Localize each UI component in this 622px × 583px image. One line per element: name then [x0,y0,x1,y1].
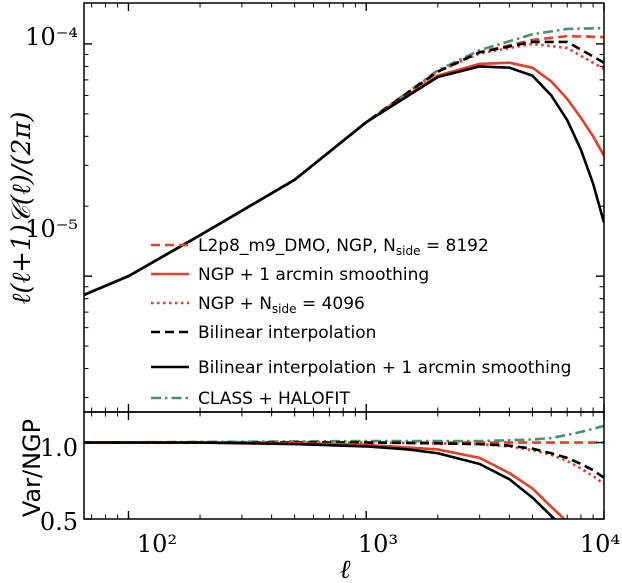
legend-label-ngp-8192: L2p8_m9_DMO, NGP, Nside = 8192 [198,236,489,258]
y-axis-label-ratio: Var/NGP [18,419,46,517]
ratio-series-ngp-1-arcmin-smoothing [84,441,566,519]
main-series-ngp-1-arcmin-smoothing [84,61,604,297]
ratio-series-bilinear-interpolation [84,441,604,479]
legend-label-class-halofit: CLASS + HALOFIT [198,389,350,409]
xtick-label-1e3: 10³ [358,530,398,558]
main-panel-frame [83,2,605,413]
ytick-label-ratio-0.5: 0.5 [40,508,78,536]
ratio-series-bilinear-interpolation-1-arcmin-smoothing [84,441,557,519]
ratio-series-class-halofit [84,424,604,444]
legend-label-bilinear-smoothing: Bilinear interpolation + 1 arcmin smooth… [198,358,571,378]
legend-label-ngp-smoothing: NGP + 1 arcmin smoothing [198,265,429,285]
main-plot-lines [84,26,604,297]
main-series-bilinear-interpolation-1-arcmin-smoothing [84,65,604,297]
ytick-label-main-1e-4: 10⁻⁴ [25,23,78,51]
ratio-series-ngp-n-side-4096 [84,441,604,485]
xtick-label-1e4: 10⁴ [580,530,620,558]
ytick-label-main-1e-5: 10⁻⁵ [25,215,78,243]
ytick-label-ratio-1.0: 1.0 [40,434,78,462]
ratio-panel-frame [83,411,605,520]
ratio-plot-lines [84,424,604,519]
axis-ticks [84,3,605,520]
y-axis-label-main: ℓ(ℓ+1)𝒞(ℓ)/(2π) [7,111,37,304]
xtick-label-1e2: 10² [137,530,177,558]
legend-label-bilinear: Bilinear interpolation [198,323,376,343]
x-axis-label: ℓ [340,555,351,583]
legend-label-ngp-4096: NGP + Nside = 4096 [198,294,365,316]
legend: L2p8_m9_DMO, NGP, Nside = 8192 NGP + 1 a… [151,236,571,409]
